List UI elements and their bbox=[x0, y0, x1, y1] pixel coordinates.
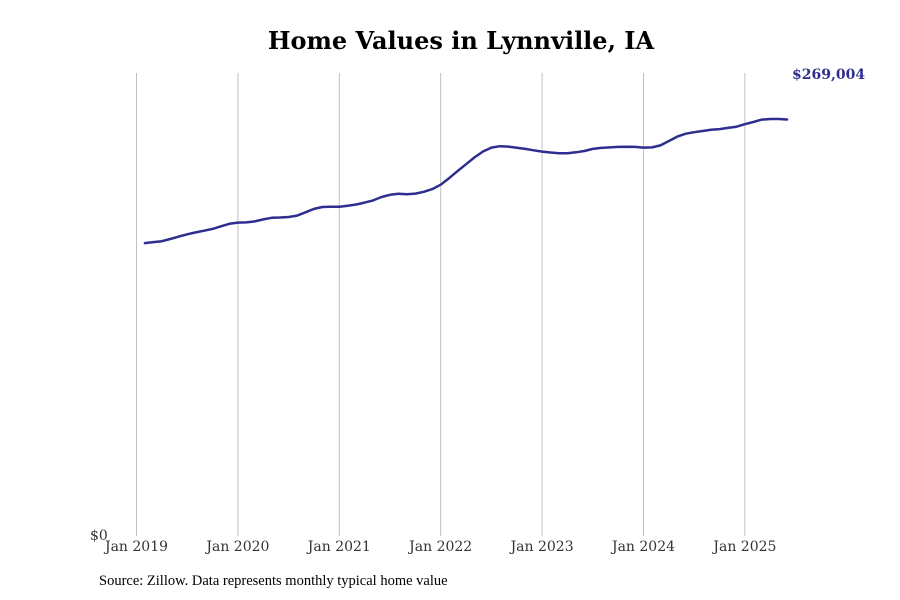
x-tick-label: Jan 2021 bbox=[306, 539, 371, 555]
x-tick-label: Jan 2019 bbox=[103, 539, 168, 555]
axis-labels: Jan 2019 Jan 2020 Jan 2021 Jan 2022 Jan 2023… bbox=[90, 528, 776, 555]
grid-lines bbox=[136, 73, 746, 536]
end-value-label: $269,004 bbox=[792, 67, 865, 83]
y-tick-label: $0 bbox=[90, 528, 108, 544]
x-tick-label: Jan 2023 bbox=[509, 539, 574, 555]
series-layer: $269,004 bbox=[143, 67, 865, 245]
series-line-1 bbox=[143, 117, 789, 245]
x-tick-label: Jan 2022 bbox=[407, 539, 472, 555]
chart-title: Home Values in Lynnville, IA bbox=[267, 26, 655, 55]
x-tick-label: Jan 2025 bbox=[711, 539, 776, 555]
x-tick-label: Jan 2020 bbox=[204, 539, 269, 555]
x-tick-label: Jan 2024 bbox=[610, 539, 675, 555]
source-note: Source: Zillow. Data represents monthly … bbox=[99, 573, 448, 589]
